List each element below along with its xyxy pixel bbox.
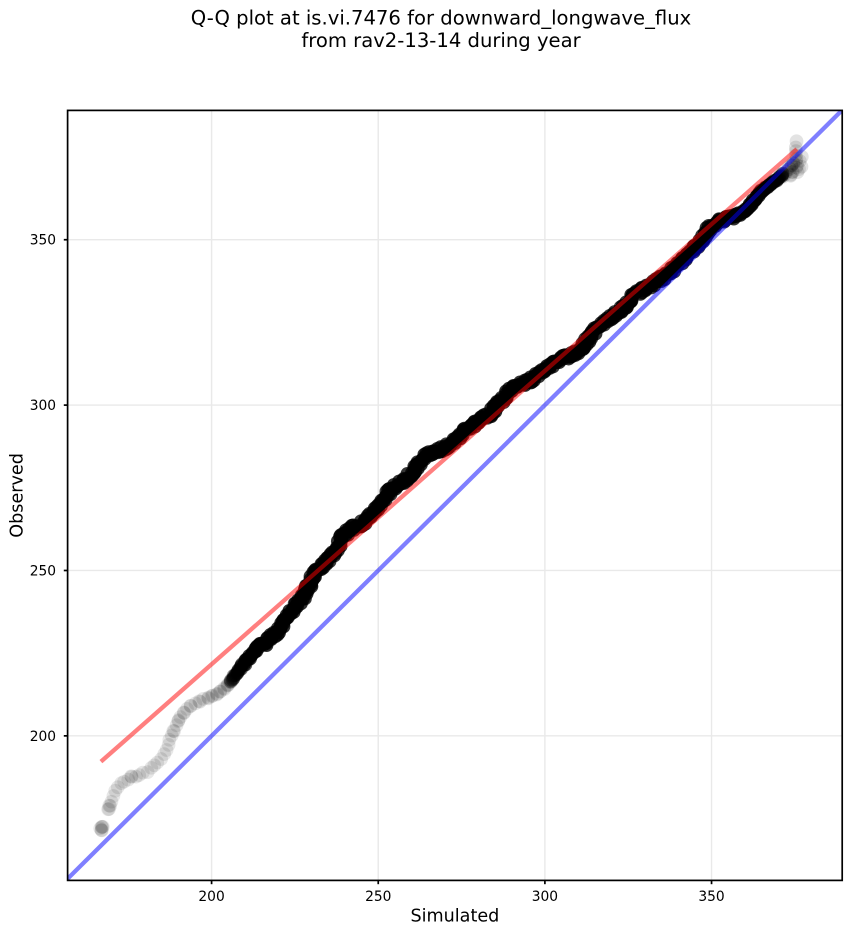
scatter-dot (167, 724, 181, 739)
scatter-dot (790, 158, 805, 173)
scatter-dot (101, 802, 115, 817)
scatter-dot (157, 747, 172, 761)
scatter-dot (132, 768, 147, 782)
scatter-dot (169, 718, 184, 733)
scatter-dot (94, 820, 109, 834)
scatter-dot (188, 696, 203, 711)
scatter-dot (102, 802, 116, 816)
scatter-dot (783, 168, 798, 183)
scatter-dot (196, 692, 211, 706)
scatter-dot (129, 769, 143, 784)
scatter-dot (93, 821, 108, 836)
scatter-dot (147, 758, 162, 773)
scatter-dot (790, 165, 805, 180)
scatter-dot (144, 760, 159, 775)
scatter-dot (124, 769, 139, 784)
scatter-dot (224, 673, 238, 687)
scatter-dot (205, 688, 220, 703)
scatter-dot (783, 167, 798, 182)
scatter-dot (114, 776, 129, 790)
fit-line (99, 147, 799, 764)
scatter-dot (785, 165, 800, 179)
scatter-dot (220, 677, 235, 692)
scatter-dot (104, 794, 119, 809)
scatter-dot (223, 675, 238, 690)
scatter-dot (135, 765, 150, 780)
chart-title-line-1: Q-Q plot at is.vi.7476 for downward_long… (191, 7, 691, 30)
plot-data-layer (67, 110, 843, 881)
scatter-dot (108, 783, 123, 798)
x-tick-label: 300 (532, 889, 558, 905)
tick-labels: 200 250 300 350 200 250 300 350 (30, 233, 725, 905)
scatter-dot (124, 769, 139, 784)
scatter-dot (180, 702, 194, 716)
scatter-dot (176, 705, 191, 720)
scatter-dot (789, 134, 804, 149)
scatter-dot (204, 689, 219, 703)
scatter-dot (183, 698, 198, 713)
scatter-dot (210, 687, 224, 702)
scatter-dot (162, 732, 177, 747)
plot-frame (66, 109, 844, 882)
scatter-dot (121, 772, 136, 787)
scatter-dot (102, 798, 117, 813)
scatter-dot (94, 823, 109, 838)
y-tick-label: 350 (30, 233, 56, 249)
scatter-dot (217, 682, 232, 696)
identity-line (67, 110, 843, 881)
y-tick-label: 250 (30, 563, 56, 579)
scatter-dot (213, 684, 227, 699)
scatter-dot (173, 710, 188, 724)
scatter-dot (192, 694, 206, 709)
scatter-dot (223, 674, 238, 689)
scatter-dot (159, 743, 174, 757)
scatter-dot (140, 765, 155, 779)
scatter-dot (150, 755, 165, 770)
scatter-dot (95, 820, 109, 834)
scatter-dot (164, 728, 179, 743)
scatter-dot (95, 819, 110, 834)
scatter-dot (786, 165, 800, 179)
scatter-dot (110, 780, 125, 795)
scatter-dot (201, 691, 216, 706)
scatter-dot (193, 694, 207, 709)
scatter-dot (117, 774, 131, 789)
scatter-dot (177, 706, 191, 720)
scatter-dot (166, 724, 181, 738)
scatter-dot (224, 674, 239, 689)
scatter-dot (103, 798, 118, 813)
scatter-dot (154, 752, 169, 766)
y-tick-label: 200 (30, 729, 56, 745)
scatter-dot (210, 686, 225, 701)
scatter-dot (161, 738, 176, 752)
y-tick-label: 300 (30, 398, 56, 414)
scatter-dot (789, 160, 804, 175)
scatter-dot (223, 675, 237, 689)
scatter-dot (794, 159, 809, 174)
scatter-dot (201, 690, 216, 705)
x-tick-label: 250 (365, 889, 391, 905)
x-tick-label: 350 (698, 889, 724, 905)
scatter-dot (106, 789, 121, 803)
scatter-dot (792, 162, 806, 176)
scatter-dot (171, 714, 186, 728)
scatter-dot (217, 681, 231, 695)
scatter-dot (789, 152, 804, 166)
scatter-dot (94, 823, 109, 837)
scatter-dot (171, 713, 186, 728)
y-axis-label: Observed (8, 453, 28, 538)
scatter-dot (183, 699, 198, 713)
x-tick-label: 200 (198, 889, 224, 905)
x-axis-label: Simulated (410, 907, 499, 927)
chart-title-line-2: from rav2-13-14 during year (301, 29, 581, 52)
axis-ticks (63, 238, 713, 885)
scatter-dot (220, 678, 235, 693)
scatter-dot (221, 678, 235, 692)
scatter-dot (213, 684, 228, 699)
